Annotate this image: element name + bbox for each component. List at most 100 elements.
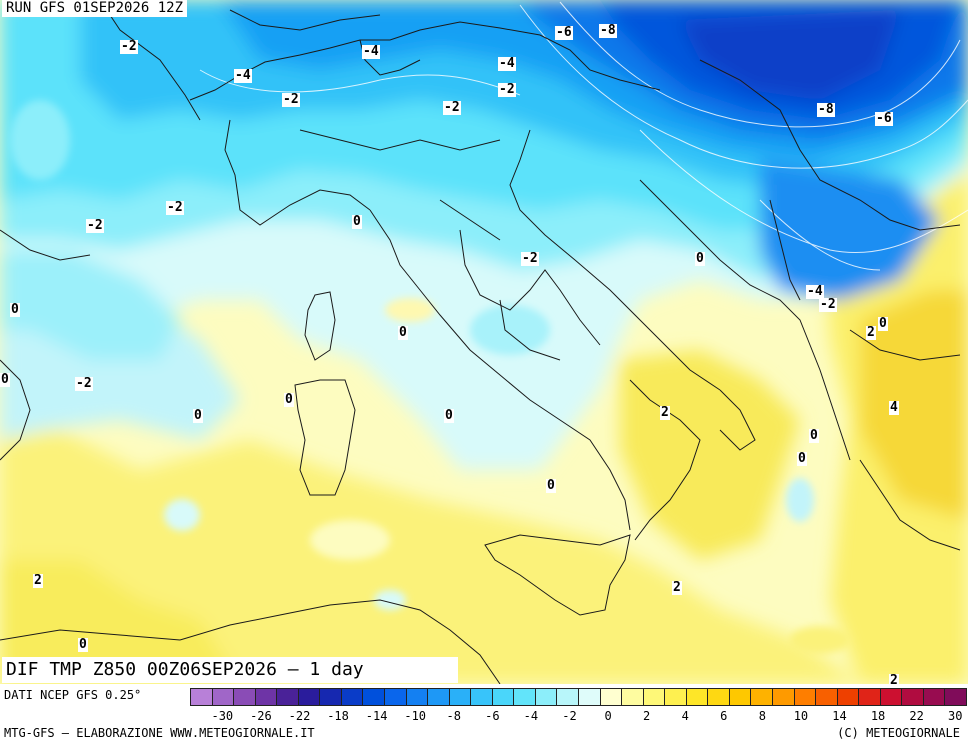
- legend-tick-label: -8: [446, 709, 461, 723]
- contour-label: -2: [819, 297, 837, 312]
- legend-swatch: [427, 688, 450, 706]
- coastlines-and-borders: [0, 0, 961, 684]
- contour-label: -4: [362, 44, 380, 59]
- run-title: RUN GFS 01SEP2026 12Z: [2, 0, 188, 17]
- legend-tick-label: 18: [870, 709, 886, 723]
- field-title: DIF TMP Z850 00Z06SEP2026 – 1 day: [2, 657, 458, 683]
- legend-swatch: [233, 688, 256, 706]
- contour-label: -4: [806, 284, 824, 299]
- contour-label: 2: [672, 580, 682, 595]
- legend-swatch: [858, 688, 881, 706]
- contour-label: 0: [193, 408, 203, 423]
- legend-tick-label: 10: [793, 709, 809, 723]
- legend-tick-label: 14: [832, 709, 847, 723]
- contour-label: -8: [599, 23, 617, 38]
- contour-label: 0: [10, 302, 20, 317]
- contour-label: -4: [498, 56, 516, 71]
- contour-label: 2: [33, 573, 43, 588]
- contour-label: -2: [282, 92, 300, 107]
- contour-label: 0: [444, 408, 454, 423]
- legend-tick-label: 8: [758, 709, 766, 723]
- legend-swatch: [901, 688, 924, 706]
- legend-tick-label: 22: [909, 709, 924, 723]
- legend-swatch: [534, 688, 558, 706]
- legend-swatch: [707, 688, 730, 706]
- legend-swatch: [190, 688, 213, 706]
- legend-tick-label: -4: [523, 709, 539, 723]
- legend-swatch: [405, 688, 429, 706]
- legend-swatch: [664, 688, 687, 706]
- legend-tick-label: 4: [681, 709, 689, 723]
- legend-swatch: [578, 688, 601, 706]
- legend-swatch: [513, 688, 536, 706]
- legend-swatch: [944, 688, 967, 706]
- contour-label: -2: [443, 100, 461, 115]
- contour-label: -2: [498, 82, 516, 97]
- legend-swatch: [470, 688, 493, 706]
- legend-tick-label: -14: [365, 709, 388, 723]
- legend-swatch: [297, 688, 321, 706]
- legend-swatch: [621, 688, 644, 706]
- contour-label: 0: [284, 392, 294, 407]
- legend-tick-label: 6: [720, 709, 728, 723]
- legend-swatch: [276, 688, 299, 706]
- contour-label: 4: [889, 400, 899, 415]
- color-legend: -30 -26 -22 -18 -14 -10 -8 -6 -4 -2 0 2 4 6 8 10 14 18 22 3…: [190, 686, 967, 726]
- legend-swatch: [448, 688, 472, 706]
- footer-credits: MTG-GFS – ELABORAZIONE WWW.METEOGIORNALE…: [4, 726, 315, 740]
- contour-label: 0: [695, 251, 705, 266]
- contour-label: -8: [817, 102, 835, 117]
- contour-label: 2: [866, 325, 876, 340]
- legend-swatch: [319, 688, 342, 706]
- contour-label: -6: [875, 111, 893, 126]
- legend-tick-label: -2: [562, 709, 577, 723]
- legend-swatch: [211, 688, 235, 706]
- legend-tick-label: -22: [288, 709, 311, 723]
- contour-label: -2: [120, 39, 138, 54]
- contour-label: -6: [555, 25, 573, 40]
- contour-label: 0: [546, 478, 556, 493]
- legend-tick-label: 2: [643, 709, 651, 723]
- contour-label: -4: [234, 68, 252, 83]
- legend-swatch: [340, 688, 364, 706]
- legend-swatch: [728, 688, 752, 706]
- contour-label: 0: [809, 428, 819, 443]
- legend-tick-label: -6: [485, 709, 500, 723]
- legend-swatch: [815, 688, 838, 706]
- contour-label: 0: [0, 372, 10, 387]
- legend-swatch: [362, 688, 385, 706]
- legend-swatch: [772, 688, 795, 706]
- contour-label: -2: [86, 218, 104, 233]
- contour-label: 0: [878, 316, 888, 331]
- legend-swatch: [384, 688, 407, 706]
- legend-swatch: [599, 688, 623, 706]
- legend-swatch: [879, 688, 903, 706]
- contour-label: -2: [166, 200, 184, 215]
- legend-swatch: [642, 688, 666, 706]
- legend-tick-label: 0: [604, 709, 612, 723]
- contour-label: 0: [398, 325, 408, 340]
- legend-tick-label: -10: [404, 709, 427, 723]
- footer-copyright: (C) METEOGIORNALE: [837, 726, 960, 740]
- legend-swatch: [836, 688, 860, 706]
- contour-label: 0: [78, 637, 88, 652]
- legend-swatch: [556, 688, 579, 706]
- contour-label: 0: [352, 214, 362, 229]
- contour-label: -2: [521, 251, 539, 266]
- legend-swatch: [750, 688, 773, 706]
- field-patches: [10, 100, 850, 654]
- legend-tick-label: -18: [327, 709, 349, 723]
- source-note: DATI NCEP GFS 0.25°: [4, 688, 142, 702]
- legend-swatch: [491, 688, 515, 706]
- legend-swatch: [922, 688, 946, 706]
- contour-lines: [199, 1, 968, 271]
- legend-tick-label: -30: [211, 709, 234, 723]
- legend-swatch: [793, 688, 817, 706]
- legend-swatch: [685, 688, 709, 706]
- contour-label: -2: [75, 376, 93, 391]
- legend-tick-label: -26: [250, 709, 272, 723]
- contour-label: 0: [797, 451, 807, 466]
- contour-label: 2: [889, 673, 899, 688]
- contour-label: 2: [660, 405, 670, 420]
